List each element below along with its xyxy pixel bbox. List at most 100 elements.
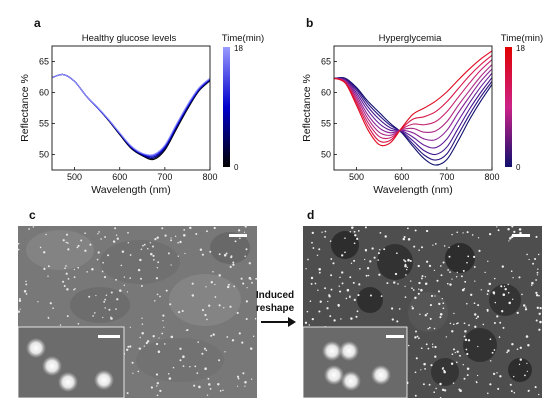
nanobead — [461, 288, 465, 292]
nanobead — [339, 276, 341, 279]
nanobead — [456, 350, 459, 353]
nanobead — [204, 367, 207, 370]
nanobead — [141, 323, 144, 325]
nanobead — [100, 238, 102, 240]
nanobead — [455, 276, 458, 278]
nanobead — [95, 294, 97, 297]
nanobead — [420, 347, 423, 350]
nanobead — [427, 327, 429, 330]
nanobead — [195, 232, 198, 236]
nanobead — [377, 259, 379, 261]
nanobead — [227, 284, 230, 286]
nanobead — [66, 315, 69, 318]
nanobead — [344, 251, 346, 254]
nanobead — [327, 300, 329, 303]
nanobead — [442, 302, 445, 305]
nanobead — [406, 268, 408, 271]
nanobead — [77, 244, 80, 247]
nanobead — [451, 233, 453, 236]
nanobead — [471, 234, 474, 236]
nanobead — [408, 344, 410, 347]
nanobead — [28, 228, 31, 230]
inset-c-bead — [94, 370, 114, 390]
nanobead — [452, 348, 456, 351]
nanobead — [239, 237, 241, 240]
micrograph-c-inset — [17, 326, 125, 399]
nanobead — [119, 289, 122, 292]
nanobead — [115, 308, 117, 310]
nanobead — [65, 233, 69, 236]
nanobead — [129, 254, 132, 256]
nanobead — [467, 255, 470, 258]
nanobead — [248, 262, 251, 265]
nanobead — [462, 232, 464, 234]
nanobead — [240, 277, 243, 280]
nanobead — [436, 279, 439, 282]
nanobead — [67, 248, 70, 251]
nanobead — [209, 387, 212, 390]
chart-b-series-line — [334, 68, 492, 141]
nanobead — [378, 273, 381, 276]
nanobead — [199, 248, 203, 251]
nanobead — [413, 245, 416, 248]
nanobead — [531, 281, 534, 285]
nanobead — [183, 229, 186, 231]
nanobead — [80, 239, 83, 242]
nanobead — [513, 375, 515, 378]
chart-a-ticks: 500 600 700 800 50 55 60 65 — [39, 57, 218, 183]
nanobead — [152, 245, 154, 248]
nanobead — [487, 289, 490, 293]
nanobead — [456, 322, 459, 324]
nanobead — [249, 347, 253, 350]
nanobead — [245, 317, 248, 321]
nanobead — [442, 307, 445, 310]
nanobead — [110, 291, 113, 294]
nanobead — [359, 267, 361, 270]
nanobead — [510, 270, 513, 273]
nanobead — [116, 237, 119, 240]
nanobead — [126, 348, 129, 351]
nanobead — [156, 385, 158, 387]
nanobead — [123, 284, 126, 287]
nanobead — [488, 282, 492, 286]
nanobead — [217, 383, 220, 386]
nanobead — [521, 293, 523, 296]
nanobead — [482, 323, 485, 326]
chart-a-series-line — [52, 73, 210, 156]
nanobead — [218, 274, 221, 277]
chart-b-x-tick-label: 600 — [394, 172, 409, 182]
nanobead — [475, 381, 477, 383]
nanobead — [433, 269, 436, 272]
nanobead — [409, 260, 412, 262]
nanobead — [92, 315, 94, 317]
nanobead — [101, 270, 104, 273]
nanobead — [311, 317, 314, 321]
nanobead — [457, 245, 460, 248]
nanobead — [127, 242, 129, 244]
nanobead — [451, 330, 454, 333]
nanobead — [236, 311, 239, 315]
chart-a-series-line — [52, 73, 210, 158]
nanobead — [156, 293, 159, 296]
nanobead — [62, 280, 65, 283]
nanobead — [97, 251, 100, 254]
nanobead — [174, 235, 177, 238]
nanobead — [398, 308, 401, 310]
nanobead — [349, 295, 351, 297]
nanobead — [345, 297, 348, 300]
nanobead — [330, 258, 333, 260]
nanobead — [519, 231, 522, 235]
panel-b: b Hyperglycemia 500 600 700 800 50 55 60 65 Wav… — [301, 16, 543, 196]
nanobead — [88, 295, 91, 298]
nanobead — [498, 336, 501, 338]
nanobead — [232, 261, 235, 264]
nanobead — [538, 294, 540, 297]
nanobead — [137, 268, 141, 272]
nanobead — [43, 267, 46, 271]
nanobead — [317, 289, 319, 291]
nanobead — [112, 240, 116, 243]
chart-a-y-tick-label: 55 — [39, 119, 49, 129]
inset-d-bead — [322, 341, 342, 361]
nanobead — [309, 300, 312, 303]
nanobead — [524, 374, 526, 377]
